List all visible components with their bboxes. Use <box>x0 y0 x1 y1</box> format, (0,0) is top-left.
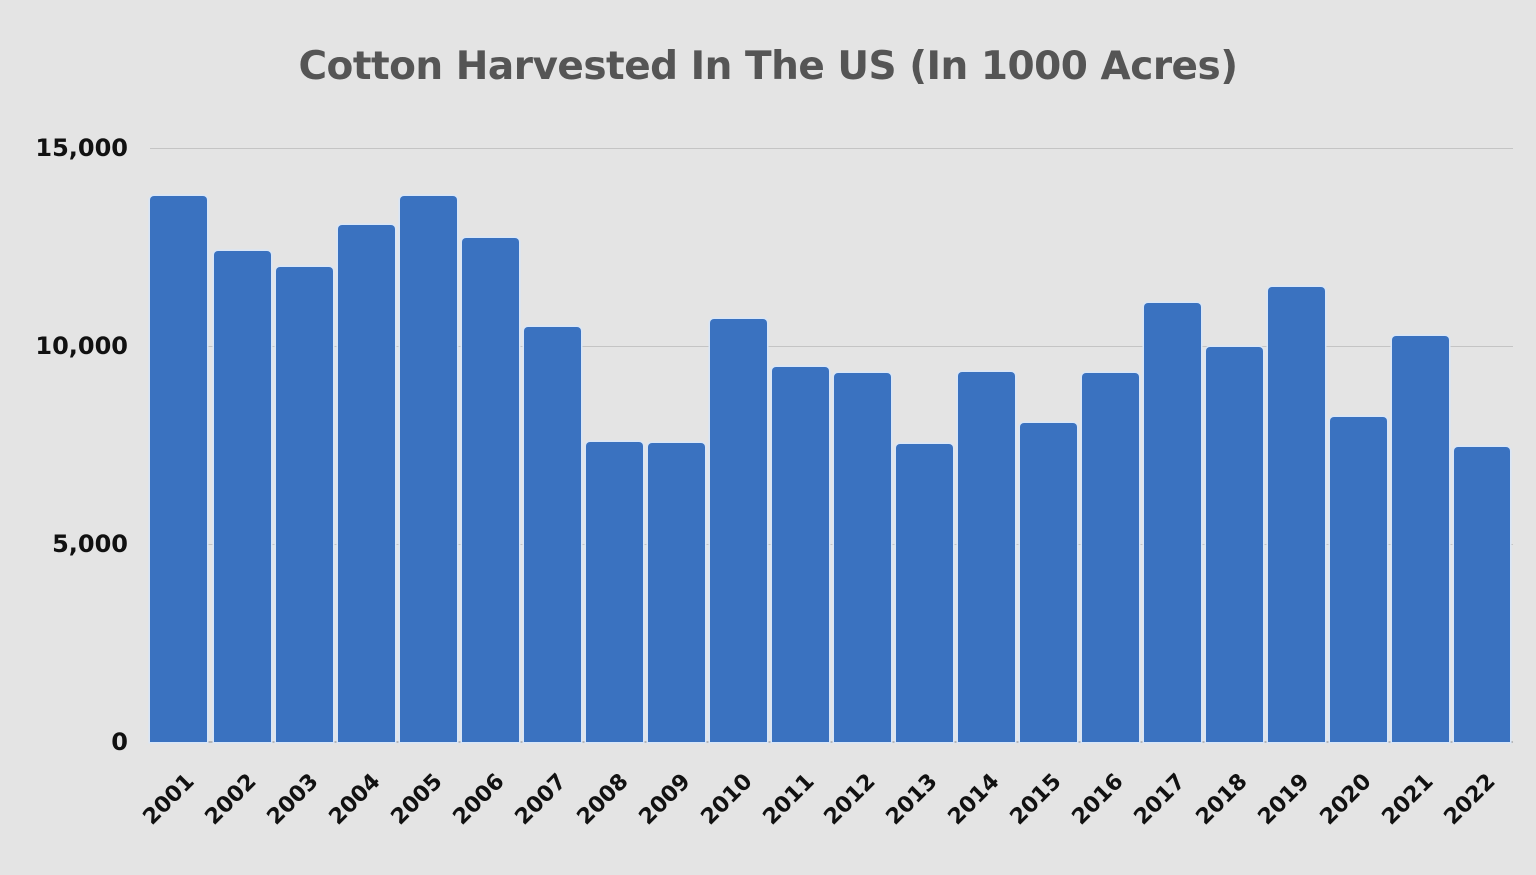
bar-2022 <box>1453 447 1511 742</box>
bar-2007 <box>524 326 582 742</box>
x-tick-label: 2016 <box>1067 769 1129 831</box>
x-tick-label: 2001 <box>138 769 200 831</box>
bar-2013 <box>895 443 953 742</box>
x-tick-label: 2019 <box>1253 769 1315 831</box>
x-axis-baseline <box>150 741 1513 743</box>
x-tick-label: 2018 <box>1191 769 1253 831</box>
bar-2011 <box>772 367 829 742</box>
bar-2019 <box>1267 286 1325 742</box>
bar-2015 <box>1019 422 1077 742</box>
bar-2020 <box>1329 416 1387 742</box>
x-tick-label: 2002 <box>200 769 262 831</box>
bar-2004 <box>338 224 396 742</box>
x-tick-label: 2008 <box>572 769 634 831</box>
y-tick-label: 0 <box>111 728 128 756</box>
gridline <box>150 346 1513 347</box>
x-tick-label: 2011 <box>758 769 820 831</box>
x-tick-label: 2020 <box>1315 769 1377 831</box>
bar-2002 <box>214 250 272 742</box>
x-tick-label: 2013 <box>881 769 943 831</box>
x-tick-label: 2007 <box>510 769 572 831</box>
x-tick-label: 2022 <box>1439 769 1501 831</box>
x-tick-label: 2003 <box>262 769 324 831</box>
bar-2021 <box>1391 335 1449 742</box>
y-tick-label: 15,000 <box>35 134 128 162</box>
x-tick-label: 2021 <box>1377 769 1439 831</box>
bar-2008 <box>586 442 644 742</box>
x-tick-label: 2017 <box>1129 769 1191 831</box>
y-tick-label: 5,000 <box>52 530 128 558</box>
x-tick-label: 2015 <box>1005 769 1067 831</box>
x-tick-label: 2006 <box>448 769 510 831</box>
x-tick-label: 2009 <box>634 769 696 831</box>
gridline <box>150 544 1513 545</box>
bar-2005 <box>400 195 458 742</box>
plot-area <box>150 148 1513 743</box>
bar-2018 <box>1205 346 1263 742</box>
x-tick-label: 2012 <box>820 769 882 831</box>
gridline <box>150 148 1513 149</box>
bar-2010 <box>710 319 768 742</box>
bar-2003 <box>276 267 334 742</box>
bar-2016 <box>1081 373 1139 742</box>
x-tick-label: 2004 <box>324 769 386 831</box>
bar-2001 <box>150 195 207 742</box>
y-tick-label: 10,000 <box>35 332 128 360</box>
bar-2012 <box>834 372 891 742</box>
chart-title: Cotton Harvested In The US (In 1000 Acre… <box>298 44 1238 89</box>
bar-2006 <box>462 237 520 742</box>
bar-2017 <box>1143 302 1201 742</box>
x-tick-label: 2005 <box>386 769 448 831</box>
bar-2014 <box>957 371 1015 742</box>
x-tick-label: 2014 <box>943 769 1005 831</box>
bar-2009 <box>648 443 706 742</box>
x-tick-label: 2010 <box>696 769 758 831</box>
